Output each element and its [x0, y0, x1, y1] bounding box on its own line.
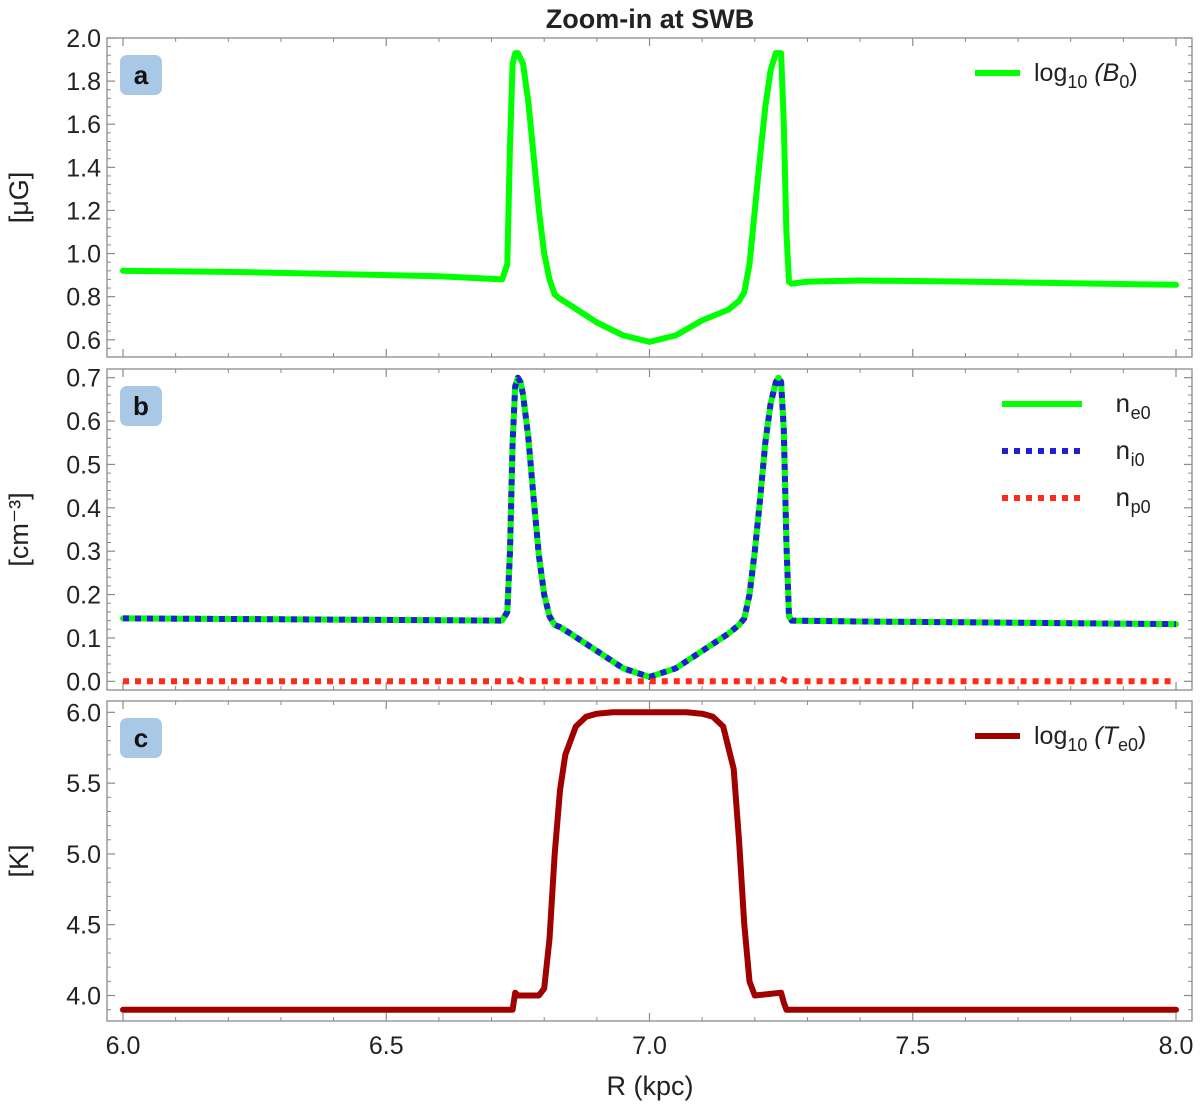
legend-main: n: [1115, 437, 1131, 467]
series-group: [120, 709, 1179, 1013]
panel-c: 4.0 4.5 5.0 5.5 6.0 6.0 6.5 7.0 7.5 8.0 [K] c log10 …: [4, 699, 1193, 1060]
legend-label: log10 (Te0): [1034, 722, 1146, 755]
panel-badge-label: b: [133, 391, 149, 421]
legend-label: ne0: [1115, 390, 1151, 423]
y-tick-label: 6.0: [66, 699, 101, 727]
y-tick-label: 1.0: [66, 241, 101, 269]
series-line-np0: [123, 675, 1176, 685]
legend-label: ni0: [1115, 437, 1145, 470]
y-tick-label: 1.4: [66, 154, 101, 182]
legend-label: np0: [1115, 484, 1151, 517]
legend-tail-sub: e0: [1118, 735, 1138, 755]
y-tick-label: 4.0: [66, 983, 101, 1011]
y-tick-label: 1.6: [66, 111, 101, 139]
series-group: [120, 374, 1179, 685]
panel-badge-label: a: [134, 60, 149, 90]
y-tick-label: 0.6: [66, 327, 101, 355]
legend-main: n: [1115, 390, 1131, 420]
figure-title: Zoom-in at SWB: [546, 4, 754, 34]
plot-frame: [106, 700, 1193, 1022]
series-line-log10-te0-: [120, 709, 1179, 1013]
legend-sub: p0: [1131, 497, 1151, 517]
y-tick-label: 4.5: [66, 912, 101, 940]
series-line-ni0: [122, 374, 1177, 680]
x-axis-title: R (kpc): [607, 1071, 694, 1101]
y-tick-label: 1.2: [66, 197, 101, 225]
legend-end: ): [1129, 59, 1137, 87]
panel-badge: [120, 55, 162, 95]
legend-tail-sub: 0: [1119, 72, 1129, 92]
y-tick-label: 5.0: [66, 841, 101, 869]
legend-sub: e0: [1131, 403, 1151, 423]
panel-a: 0.6 0.8 1.0 1.2 1.4 1.6 1.8 2.0 [μG] a log10 (B0): [4, 25, 1193, 358]
panel-badge: [120, 718, 162, 758]
x-tick-label: 6.5: [369, 1032, 404, 1060]
plot-frame: [106, 37, 1193, 358]
legend-label: log10 (B0): [1034, 59, 1138, 92]
panels: 0.60.81.01.21.41.61.82.0[μG]a log10 (B0)0…: [4, 25, 1193, 1060]
y-tick-label: 0.6: [66, 408, 101, 436]
x-tick-label: 6.0: [106, 1032, 141, 1060]
y-tick-label: 0.0: [66, 668, 101, 696]
legend-sub: 10: [1067, 735, 1087, 755]
y-tick-label: 0.7: [66, 365, 101, 393]
series-line-ne0: [120, 374, 1179, 680]
legend-main: n: [1115, 484, 1131, 514]
x-tick-label: 7.5: [895, 1032, 930, 1060]
legend-sub: 10: [1067, 72, 1087, 92]
legend-tail: (T: [1087, 722, 1119, 750]
plot-frame: [106, 368, 1193, 691]
series-group: [120, 50, 1179, 345]
legend-tail: (B: [1087, 59, 1119, 87]
y-tick-label: 0.3: [66, 538, 101, 566]
y-tick-label: 5.5: [66, 770, 101, 798]
panel-badge-label: c: [134, 723, 148, 753]
y-axis-title: [cm⁻³]: [4, 492, 34, 566]
y-axis-title: [K]: [4, 844, 34, 877]
panel-badge: [120, 386, 162, 426]
y-tick-label: 0.2: [66, 582, 101, 610]
legend-main: log: [1034, 722, 1067, 750]
legend-sub: i0: [1131, 450, 1145, 470]
series-line-log10-b0-: [120, 50, 1179, 345]
y-tick-label: 0.1: [66, 625, 101, 653]
y-tick-label: 0.5: [66, 451, 101, 479]
legend-main: log: [1034, 59, 1067, 87]
y-tick-label: 0.8: [66, 284, 101, 312]
x-tick-label: 7.0: [632, 1032, 667, 1060]
y-tick-label: 1.8: [66, 68, 101, 96]
legend-end: ): [1138, 722, 1146, 750]
y-axis-title: [μG]: [4, 172, 34, 224]
y-tick-label: 2.0: [66, 25, 101, 53]
x-tick-label: 8.0: [1159, 1032, 1194, 1060]
y-tick-label: 0.4: [66, 495, 101, 523]
